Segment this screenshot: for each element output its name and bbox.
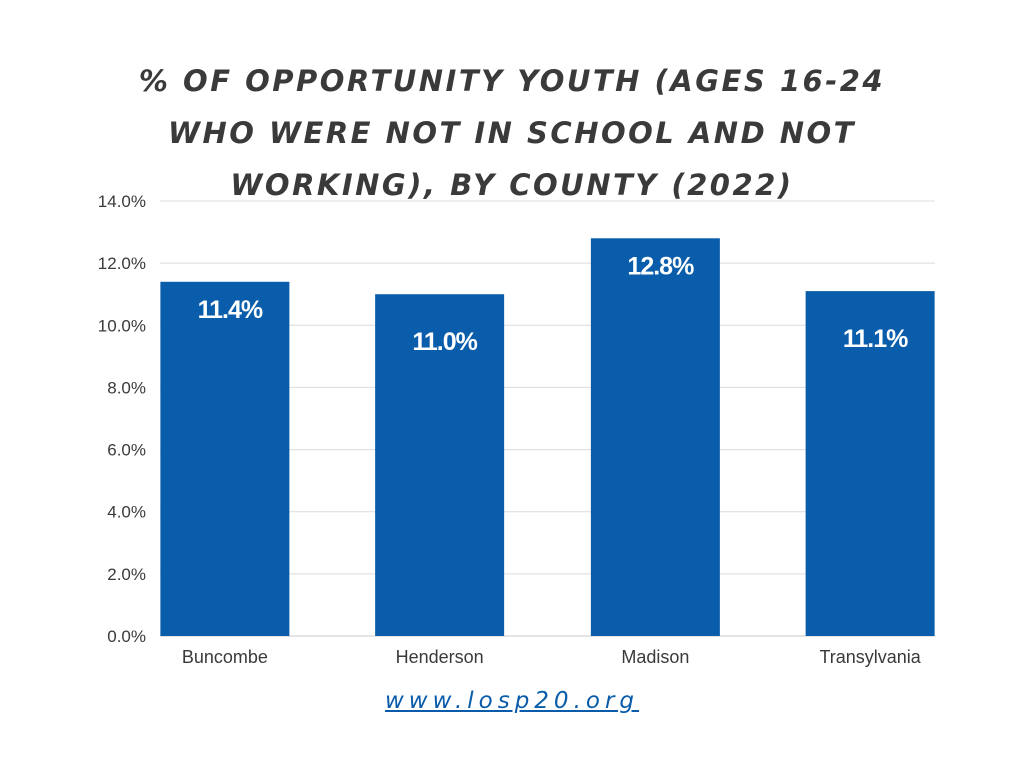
data-label: 11.1% xyxy=(843,325,908,353)
data-label: 11.0% xyxy=(412,328,477,356)
y-tick-label: 0.0% xyxy=(107,627,146,646)
source-link[interactable]: www.losp20.org xyxy=(384,688,640,714)
y-tick-label: 10.0% xyxy=(98,316,146,335)
y-tick-label: 4.0% xyxy=(107,503,146,522)
x-tick-label: Madison xyxy=(621,647,689,667)
y-tick-label: 12.0% xyxy=(98,254,146,273)
bar xyxy=(160,281,290,636)
bar xyxy=(590,238,720,637)
x-tick-label: Buncombe xyxy=(182,647,268,667)
x-tick-label: Henderson xyxy=(396,647,484,667)
y-tick-label: 2.0% xyxy=(107,565,146,584)
bar xyxy=(805,291,935,636)
y-tick-label: 8.0% xyxy=(107,378,146,397)
bar xyxy=(375,294,505,636)
x-tick-label: Transylvania xyxy=(819,647,921,667)
data-label: 12.8% xyxy=(627,252,694,280)
y-tick-label: 14.0% xyxy=(98,192,146,211)
data-label: 11.4% xyxy=(198,296,263,324)
y-tick-label: 6.0% xyxy=(107,441,146,460)
chart-title: % OF OPPORTUNITY YOUTH (AGES 16-24 WHO W… xyxy=(138,64,886,202)
